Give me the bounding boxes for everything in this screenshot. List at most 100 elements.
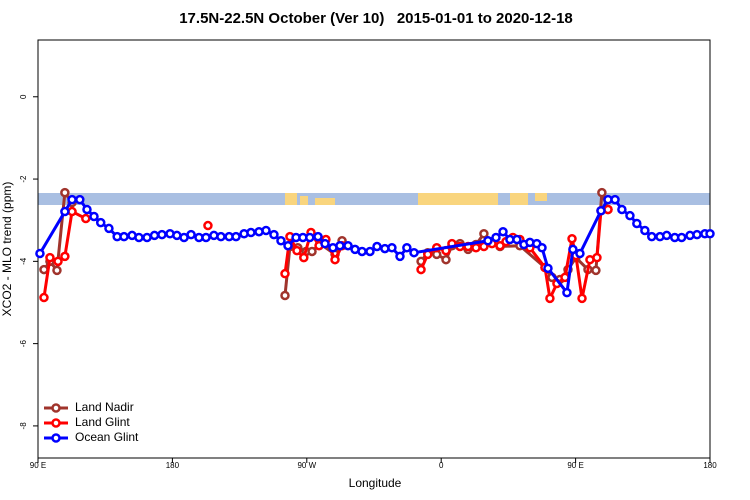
data-point: [596, 205, 606, 216]
data-point: [60, 187, 70, 198]
data-point: [186, 229, 196, 240]
data-point: [479, 229, 489, 239]
data-point: [498, 226, 508, 237]
data-point: [201, 232, 211, 243]
data-point: [471, 243, 481, 253]
map-strip: [38, 193, 710, 205]
y-tick-label: -8: [19, 422, 28, 430]
data-point: [82, 204, 92, 215]
data-point: [567, 233, 577, 244]
data-point: [647, 231, 657, 242]
data-point: [45, 252, 55, 263]
data-point: [39, 292, 49, 303]
x-tick-label: 90 E: [30, 461, 46, 470]
data-point: [692, 229, 702, 240]
data-point: [95, 217, 106, 228]
data-point: [53, 256, 63, 267]
y-tick-label: -6: [19, 340, 28, 348]
data-point: [661, 230, 672, 241]
data-point: [149, 230, 160, 241]
data-point: [104, 223, 114, 234]
data-point: [402, 243, 412, 253]
data-point: [483, 236, 493, 246]
data-point: [60, 251, 70, 262]
data-point: [313, 231, 323, 242]
data-point: [625, 210, 635, 221]
data-point: [203, 220, 213, 231]
data-point: [157, 229, 167, 240]
data-point: [246, 227, 256, 238]
x-tick-label: 0: [439, 461, 444, 470]
data-point: [372, 241, 382, 252]
data-point: [269, 229, 279, 240]
y-tick-label: -2: [19, 175, 28, 183]
data-point: [592, 252, 602, 263]
legend-label: Land Nadir: [75, 400, 134, 414]
data-point: [568, 244, 578, 255]
data-point: [307, 246, 317, 257]
data-point: [134, 232, 144, 243]
y-tick-label: -4: [19, 257, 28, 265]
data-point: [52, 265, 62, 276]
legend-marker: [51, 403, 61, 413]
legend-label: Land Glint: [75, 415, 130, 429]
data-point: [280, 268, 290, 279]
chart-title: 17.5N-22.5N October (Ver 10) 2015-01-01 …: [179, 10, 573, 27]
data-point: [545, 293, 555, 304]
data-point: [280, 290, 290, 301]
data-point: [60, 206, 70, 217]
data-point: [89, 211, 99, 222]
data-point: [216, 231, 226, 242]
data-point: [610, 194, 620, 205]
data-point: [395, 251, 405, 262]
data-point: [67, 194, 77, 205]
data-point: [75, 194, 85, 205]
y-tick-label: 0: [19, 94, 28, 99]
data-point: [330, 254, 340, 265]
data-point: [343, 240, 353, 251]
legend-marker: [51, 418, 61, 428]
x-tick-label: 90 W: [297, 461, 316, 470]
data-point: [261, 225, 271, 236]
data-point: [597, 187, 607, 198]
data-point: [416, 264, 426, 275]
legend-label: Ocean Glint: [75, 430, 139, 444]
data-point: [305, 232, 315, 243]
data-point: [335, 240, 345, 251]
data-point: [441, 254, 451, 265]
data-point: [495, 240, 505, 251]
data-point: [365, 246, 375, 257]
data-point: [81, 213, 91, 224]
y-axis-label: XCO2 - MLO trend (ppm): [0, 182, 14, 317]
data-point: [640, 225, 650, 236]
data-point: [276, 236, 286, 246]
data-point: [491, 232, 501, 243]
data-point: [35, 248, 45, 259]
data-point: [676, 232, 687, 243]
data-point: [292, 245, 302, 256]
data-point: [357, 246, 367, 257]
x-axis-label: Longitude: [349, 476, 402, 490]
data-point: [142, 232, 152, 243]
data-point: [575, 248, 585, 259]
data-point: [562, 287, 572, 298]
data-point: [705, 229, 715, 239]
series-line: [42, 208, 609, 304]
data-point: [577, 293, 587, 304]
data-point: [617, 204, 627, 215]
data-point: [320, 238, 330, 249]
data-point: [591, 265, 601, 276]
x-tick-label: 90 E: [567, 461, 583, 470]
x-tick-label: 180: [166, 461, 180, 470]
data-point: [537, 243, 547, 253]
data-point: [543, 263, 553, 274]
plot-frame: [37, 39, 711, 459]
x-tick-label: 180: [703, 461, 717, 470]
data-point: [231, 231, 241, 242]
data-point: [299, 252, 309, 263]
data-point: [283, 240, 293, 251]
data-point: [409, 247, 419, 258]
data-point: [512, 234, 522, 245]
data-point: [387, 243, 397, 253]
